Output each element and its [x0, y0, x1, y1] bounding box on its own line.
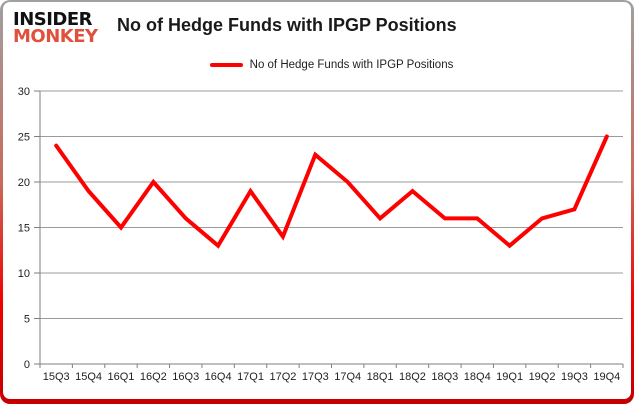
x-axis-label: 16Q2: [140, 371, 167, 383]
x-axis-label: 17Q1: [237, 371, 264, 383]
chart-title: No of Hedge Funds with IPGP Positions: [117, 15, 457, 35]
legend-label: No of Hedge Funds with IPGP Positions: [249, 59, 454, 71]
chart-card: INSIDER MONKEY No of Hedge Funds with IP…: [3, 2, 631, 399]
logo-text-monkey: MONKEY: [13, 26, 98, 48]
chart-canvas: 0 5 10 15 20 25 30 15Q3 15Q4 16Q1 16Q2 16Q3 16Q4 17Q1…: [18, 86, 624, 383]
legend-line-swatch: [209, 63, 243, 67]
x-axis-label: 18Q4: [464, 371, 491, 383]
y-axis-label: 5: [24, 314, 30, 326]
x-axis-label: 19Q3: [561, 371, 588, 383]
x-axis-label: 17Q3: [302, 371, 329, 383]
logo-text-insider: INSIDER: [13, 9, 93, 30]
x-axis-label: 18Q1: [367, 371, 394, 383]
chart-legend: No of Hedge Funds with IPGP Positions: [40, 57, 623, 73]
x-axis-label: 15Q3: [43, 371, 70, 383]
y-axis-label: 0: [24, 359, 30, 371]
y-axis-label: 15: [18, 223, 30, 235]
x-axis-label: 16Q4: [205, 371, 232, 383]
line-chart: 0 5 10 15 20 25 30 15Q3 15Q4 16Q1 16Q2 16Q3 16Q4 17Q1…: [3, 2, 631, 399]
y-axis-label: 20: [18, 177, 30, 189]
x-axis-label: 18Q3: [431, 371, 458, 383]
y-axis-label: 10: [18, 268, 30, 280]
x-axis-label: 18Q2: [399, 371, 426, 383]
x-axis-label: 15Q4: [75, 371, 102, 383]
series-line: [54, 134, 609, 249]
x-axis-label: 19Q1: [496, 371, 523, 383]
x-axis-label: 17Q4: [334, 371, 361, 383]
x-axis-label: 16Q1: [108, 371, 135, 383]
insider-monkey-logo: INSIDER MONKEY: [13, 9, 98, 48]
x-axis-label: 17Q2: [269, 371, 296, 383]
y-axis-label: 30: [18, 86, 30, 98]
x-axis-label: 16Q3: [172, 371, 199, 383]
y-axis-label: 25: [18, 132, 30, 144]
x-axis-label: 19Q4: [593, 371, 620, 383]
x-axis-label: 19Q2: [529, 371, 556, 383]
